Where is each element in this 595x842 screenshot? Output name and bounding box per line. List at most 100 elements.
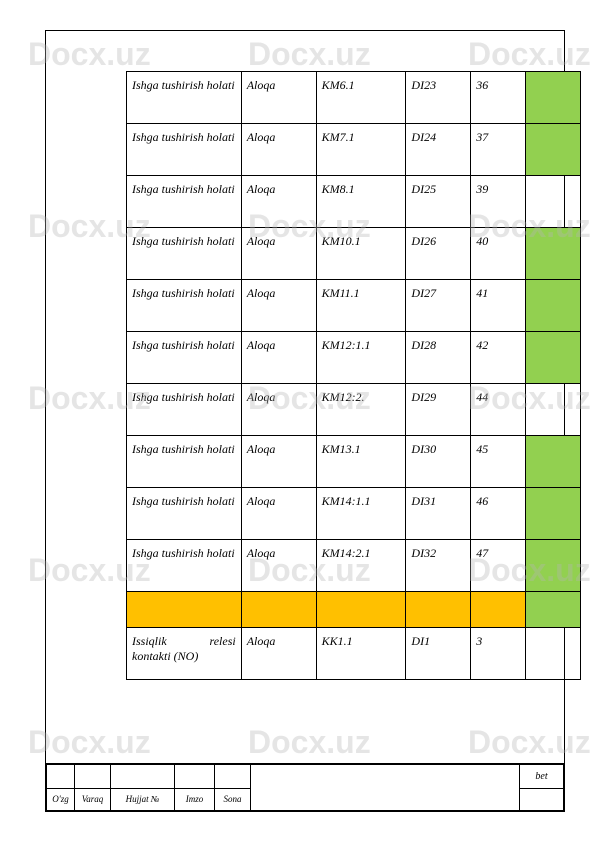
content-area: Ishga tushirish holati Aloqa KM6.1 DI23 … — [126, 71, 581, 680]
cell-di: DI29 — [406, 384, 471, 436]
cell-num: 47 — [471, 540, 526, 592]
cell-desc: Ishga tushirish holati — [127, 436, 242, 488]
cell-status — [526, 384, 581, 436]
cell-status — [526, 332, 581, 384]
tb-cell-blank3 — [111, 765, 175, 789]
cell-di: DI28 — [406, 332, 471, 384]
cell-km: KM7.1 — [316, 124, 406, 176]
cell-num: 45 — [471, 436, 526, 488]
cell-num: 39 — [471, 176, 526, 228]
tb-imzo: Imzo — [175, 788, 215, 810]
title-block: bet O'zg Varaq Hujjat № Imzo Sona — [46, 763, 564, 811]
cell-km: KM8.1 — [316, 176, 406, 228]
cell-km: KM13.1 — [316, 436, 406, 488]
cell-desc: Ishga tushirish holati — [127, 124, 242, 176]
cell-num: 3 — [471, 628, 526, 680]
table-row: Ishga tushirish holati Aloqa KM8.1 DI25 … — [127, 176, 581, 228]
cell-km: KM14:1.1 — [316, 488, 406, 540]
table-row: Issiqlik relesi kontakti (NO) Aloqa KK1.… — [127, 628, 581, 680]
cell-di: DI23 — [406, 72, 471, 124]
cell-num: 44 — [471, 384, 526, 436]
cell-type: Aloqa — [241, 228, 316, 280]
cell-desc: Ishga tushirish holati — [127, 488, 242, 540]
tb-cell-blank5 — [215, 765, 251, 789]
sep-cell — [241, 592, 316, 628]
table-row: Ishga tushirish holati Aloqa KM14:1.1 DI… — [127, 488, 581, 540]
tb-ozg: O'zg — [47, 788, 75, 810]
table-row: Ishga tushirish holati Aloqa KM6.1 DI23 … — [127, 72, 581, 124]
table-row: Ishga tushirish holati Aloqa KM10.1 DI26… — [127, 228, 581, 280]
cell-desc: Ishga tushirish holati — [127, 72, 242, 124]
cell-type: Aloqa — [241, 384, 316, 436]
cell-type: Aloqa — [241, 176, 316, 228]
cell-desc: Ishga tushirish holati — [127, 280, 242, 332]
cell-km: KM14:2.1 — [316, 540, 406, 592]
cell-di: DI27 — [406, 280, 471, 332]
table-row: Ishga tushirish holati Aloqa KM11.1 DI27… — [127, 280, 581, 332]
cell-num: 46 — [471, 488, 526, 540]
cell-status — [526, 72, 581, 124]
tb-varaq: Varaq — [75, 788, 111, 810]
table-row: Ishga tushirish holati Aloqa KM12:1.1 DI… — [127, 332, 581, 384]
cell-status — [526, 176, 581, 228]
cell-status — [526, 228, 581, 280]
cell-num: 41 — [471, 280, 526, 332]
cell-desc: Ishga tushirish holati — [127, 332, 242, 384]
tb-hujjat: Hujjat № — [111, 788, 175, 810]
cell-type: Aloqa — [241, 488, 316, 540]
table-row: Ishga tushirish holati Aloqa KM12:2. DI2… — [127, 384, 581, 436]
cell-status — [526, 540, 581, 592]
sep-cell — [471, 592, 526, 628]
cell-num: 42 — [471, 332, 526, 384]
cell-status — [526, 436, 581, 488]
cell-di: DI31 — [406, 488, 471, 540]
cell-desc: Ishga tushirish holati — [127, 176, 242, 228]
page-frame: Ishga tushirish holati Aloqa KM6.1 DI23 … — [45, 30, 565, 812]
cell-km: KM10.1 — [316, 228, 406, 280]
table-row: Ishga tushirish holati Aloqa KM14:2.1 DI… — [127, 540, 581, 592]
cell-km: KK1.1 — [316, 628, 406, 680]
cell-di: DI32 — [406, 540, 471, 592]
cell-type: Aloqa — [241, 280, 316, 332]
cell-di: DI30 — [406, 436, 471, 488]
cell-status — [526, 280, 581, 332]
bet-label: bet — [520, 765, 564, 789]
cell-desc: Ishga tushirish holati — [127, 228, 242, 280]
sep-cell — [127, 592, 242, 628]
sep-cell — [316, 592, 406, 628]
cell-status — [526, 124, 581, 176]
table-row: Ishga tushirish holati Aloqa KM7.1 DI24 … — [127, 124, 581, 176]
cell-num: 40 — [471, 228, 526, 280]
tb-cell-blank1 — [47, 765, 75, 789]
sep-status — [526, 592, 581, 628]
cell-di: DI25 — [406, 176, 471, 228]
cell-km: KM6.1 — [316, 72, 406, 124]
table-row: Ishga tushirish holati Aloqa KM13.1 DI30… — [127, 436, 581, 488]
cell-type: Aloqa — [241, 540, 316, 592]
cell-desc: Issiqlik relesi kontakti (NO) — [127, 628, 242, 680]
tb-bet-value — [520, 788, 564, 810]
cell-num: 36 — [471, 72, 526, 124]
cell-di: DI24 — [406, 124, 471, 176]
cell-km: KM12:1.1 — [316, 332, 406, 384]
cell-type: Aloqa — [241, 124, 316, 176]
cell-km: KM12:2. — [316, 384, 406, 436]
tb-sona: Sona — [215, 788, 251, 810]
cell-num: 37 — [471, 124, 526, 176]
sep-cell — [406, 592, 471, 628]
separator-row — [127, 592, 581, 628]
cell-type: Aloqa — [241, 72, 316, 124]
cell-desc: Ishga tushirish holati — [127, 384, 242, 436]
cell-di: DI26 — [406, 228, 471, 280]
data-table: Ishga tushirish holati Aloqa KM6.1 DI23 … — [126, 71, 581, 680]
cell-desc: Ishga tushirish holati — [127, 540, 242, 592]
tb-cell-center — [251, 765, 520, 811]
tb-cell-blank2 — [75, 765, 111, 789]
cell-status — [526, 488, 581, 540]
cell-km: KM11.1 — [316, 280, 406, 332]
cell-status — [526, 628, 581, 680]
cell-di: DI1 — [406, 628, 471, 680]
tb-cell-blank4 — [175, 765, 215, 789]
cell-type: Aloqa — [241, 332, 316, 384]
cell-type: Aloqa — [241, 628, 316, 680]
